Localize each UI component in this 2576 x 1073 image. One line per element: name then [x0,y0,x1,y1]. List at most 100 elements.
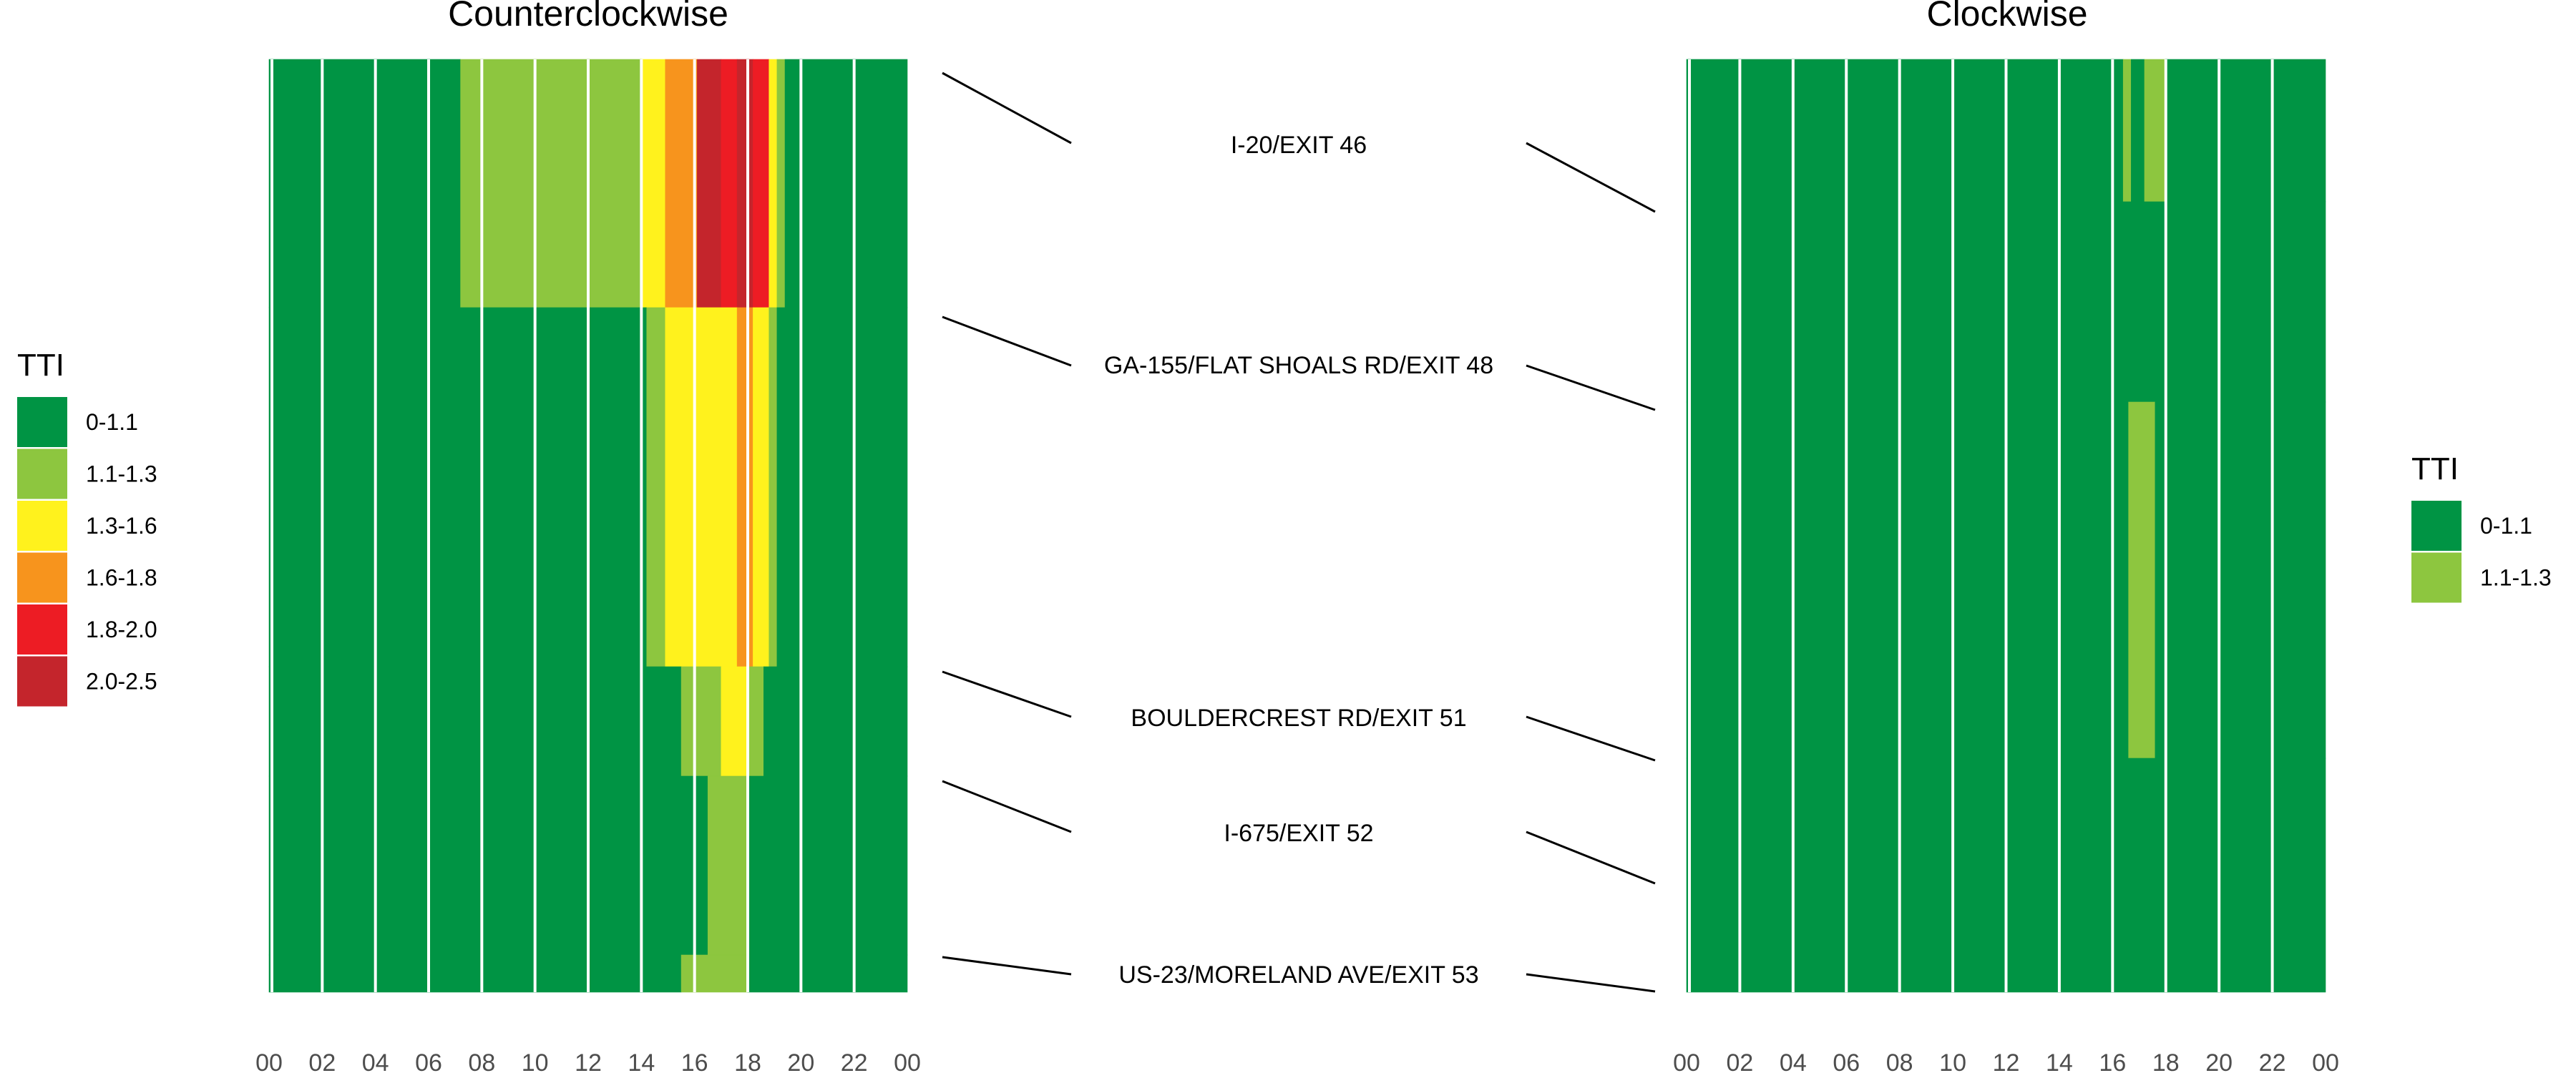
legend-label: 0-1.1 [86,409,138,435]
x-tick-label: 08 [468,1049,495,1073]
legend-swatch [17,397,67,447]
heatmap-cell [680,954,748,993]
heatmap-cell [2122,59,2132,202]
heatmap-cell [784,59,908,308]
legend-title: TTI [2411,451,2459,486]
x-tick-label: 18 [734,1049,761,1073]
connector-line [942,780,1072,833]
x-tick-label: 20 [787,1049,814,1073]
heatmap-cell [680,666,722,777]
x-tick-label: 14 [628,1049,655,1073]
clockwise-panel: Clockwise 00 02 04 06 08 10 12 14 16 18 20 22 00 [1673,0,2339,1073]
x-tick-label: 16 [2099,1049,2126,1073]
connector-line [942,956,1072,976]
x-tick-label: 02 [308,1049,336,1073]
x-tick-label: 04 [1780,1049,1807,1073]
heatmap-cell [646,307,666,667]
segment-label-ga-155-flat-shoals-rd-exit-48: GA-155/FLAT SHOALS RD/EXIT 48 [1104,352,1493,379]
legend-swatch [17,501,67,551]
heatmap-cell [460,59,642,308]
heatmap-cell [721,666,748,777]
heatmap-cell [2165,59,2326,202]
heatmap-cell [736,59,753,308]
connector-line [942,315,1072,367]
x-tick-label: 14 [2046,1049,2073,1073]
connector-line [942,670,1072,718]
heatmap-cell [1686,401,2129,759]
counterclockwise-panel: Counterclockwise 00 02 04 06 08 10 12 14 16 18 20 22… [255,0,921,1073]
heatmap-cell [747,775,908,956]
heatmap-cell [697,59,722,308]
segment-connectors [942,72,1656,993]
legend-label: 1.3-1.6 [86,513,157,539]
x-tick-labels: 00 02 04 06 08 10 12 14 16 18 20 22 00 [255,1049,921,1073]
legend-title: TTI [17,348,64,383]
legend-swatch [2411,501,2462,551]
heatmap-cell [747,954,908,993]
chart-title: Counterclockwise [448,0,728,34]
heatmap-cell [641,59,666,308]
legend-label: 1.6-1.8 [86,565,157,591]
legend-swatch [2411,552,2462,603]
x-tick-label: 12 [575,1049,602,1073]
chart-title: Clockwise [1926,0,2087,34]
heatmap-cell [721,59,738,308]
heatmap-cell [763,666,908,777]
heatmap-cell [753,59,770,308]
heatmap-cell [747,666,764,777]
legend-label: 1.1-1.3 [2480,565,2552,591]
heatmap-cell [268,307,648,667]
connector-line [1526,364,1656,411]
legend-swatch [17,604,67,655]
heatmap-cell [753,307,770,667]
legend-clockwise: TTI 0-1.1 1.1-1.3 [2411,451,2552,603]
heatmap-cell [2155,401,2326,759]
heatmap-cell [1686,59,2124,202]
legend-label: 1.1-1.3 [86,461,157,487]
heatmap-cell [268,775,708,956]
x-tick-label: 04 [362,1049,389,1073]
legend-label: 1.8-2.0 [86,617,157,642]
heatmap-cell [2144,59,2167,202]
heatmap-cell [2128,401,2156,759]
hour-gridlines [1688,59,2274,992]
x-tick-label: 00 [255,1049,283,1073]
x-tick-label: 10 [522,1049,549,1073]
hour-gridlines [270,59,856,992]
legend-label: 2.0-2.5 [86,669,157,695]
connector-line [1526,142,1656,213]
x-tick-label: 06 [1833,1049,1860,1073]
x-tick-label: 08 [1886,1049,1913,1073]
x-tick-labels: 00 02 04 06 08 10 12 14 16 18 20 22 00 [1673,1049,2339,1073]
segment-label-bouldercrest-rd-exit-51: BOULDERCREST RD/EXIT 51 [1131,705,1466,732]
heatmap-cell [665,307,738,667]
heatmap-cell [769,307,778,667]
heatmap-cell [776,307,908,667]
segment-labels: I-20/EXIT 46 GA-155/FLAT SHOALS RD/EXIT 4… [1104,132,1493,989]
heatmap-cell [769,59,778,308]
heatmap-cell [736,307,753,667]
segment-label-us-23-moreland-ave-exit-53: US-23/MORELAND AVE/EXIT 53 [1118,961,1478,989]
heatmap-cell [268,666,682,777]
x-tick-label: 16 [681,1049,708,1073]
x-tick-label: 20 [2205,1049,2233,1073]
legend-swatch [17,449,67,499]
x-tick-label: 00 [1673,1049,1700,1073]
x-tick-label: 02 [1727,1049,1754,1073]
legend-counterclockwise: TTI 0-1.1 1.1-1.3 1.3-1.6 1.6-1.8 1.8-2.0 2.0-… [17,348,157,707]
connector-line [942,72,1072,144]
legend-label: 0-1.1 [2480,513,2532,539]
x-tick-label: 18 [2152,1049,2180,1073]
segment-label-i-20-exit-46: I-20/EXIT 46 [1231,132,1367,159]
x-tick-label: 12 [1993,1049,2020,1073]
heatmap-cell [2131,59,2145,202]
heatmap-cells [268,59,908,993]
x-tick-label: 06 [415,1049,442,1073]
segment-label-i-675-exit-52: I-675/EXIT 52 [1224,820,1373,847]
legend-swatch [17,656,67,707]
heatmap-cell [776,59,786,308]
legend-swatch [17,552,67,603]
connector-line [1526,831,1656,885]
heatmap-cell [665,59,698,308]
